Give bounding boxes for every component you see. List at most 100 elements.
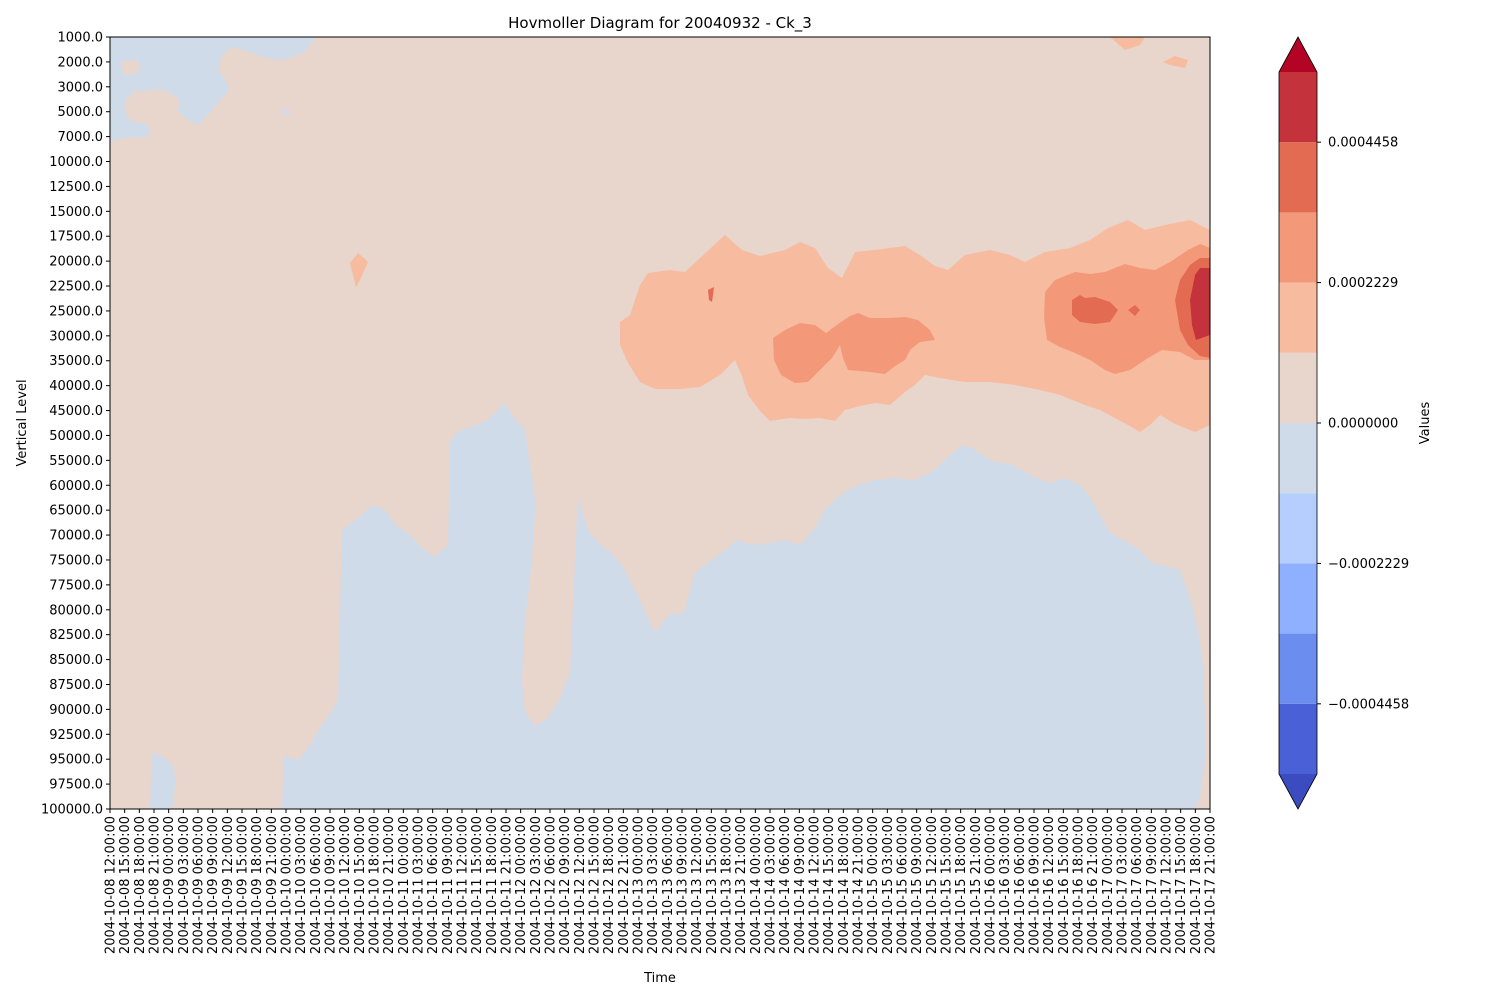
y-tick-label: 75000.0	[49, 553, 103, 568]
x-tick-label: 2004-10-15 03:00:00	[881, 816, 896, 954]
colorbar-level-swatch	[1279, 563, 1317, 634]
y-tick-label: 40000.0	[49, 379, 103, 394]
x-tick-label: 2004-10-17 03:00:00	[1116, 816, 1131, 954]
y-tick-label: 70000.0	[49, 529, 103, 544]
y-tick-label: 97500.0	[49, 778, 103, 793]
x-tick-label: 2004-10-09 21:00:00	[265, 816, 280, 954]
y-tick-label: 45000.0	[49, 404, 103, 419]
x-tick-label: 2004-10-14 09:00:00	[793, 816, 808, 954]
x-tick-label: 2004-10-14 12:00:00	[808, 816, 823, 954]
x-tick-label: 2004-10-10 21:00:00	[382, 816, 397, 954]
contour-positive-in-negative-thin	[208, 670, 215, 735]
chart-title: Hovmoller Diagram for 20040932 - Ck_3	[508, 14, 812, 33]
x-tick-label: 2004-10-09 15:00:00	[236, 816, 251, 954]
x-tick-label: 2004-10-15 12:00:00	[925, 816, 940, 954]
colorbar-level-swatch	[1279, 352, 1317, 423]
contour-positive-band-4	[1190, 268, 1210, 340]
y-tick-label: 90000.0	[49, 703, 103, 718]
colorbar-level-swatch	[1279, 212, 1317, 283]
x-tick-label: 2004-10-10 09:00:00	[324, 816, 339, 954]
y-axis: 1000.0 2000.0 3000.0 5000.0 7000.0 10000.0 125…	[41, 31, 110, 818]
x-tick-label: 2004-10-10 00:00:00	[280, 816, 295, 954]
contour-negative-speck	[280, 108, 290, 116]
plot-area	[110, 37, 1210, 809]
plot-frame	[109, 36, 1211, 810]
x-tick-label: 2004-10-12 00:00:00	[514, 816, 529, 954]
x-tick-label: 2004-10-14 21:00:00	[852, 816, 867, 954]
y-tick-label: 95000.0	[49, 753, 103, 768]
x-tick-label: 2004-10-15 06:00:00	[896, 816, 911, 954]
x-tick-label: 2004-10-09 12:00:00	[221, 816, 236, 954]
x-tick-label: 2004-10-09 09:00:00	[206, 816, 221, 954]
y-tick-label: 15000.0	[49, 205, 103, 220]
x-tick-label: 2004-10-11 12:00:00	[456, 816, 471, 954]
colorbar-level-swatch	[1279, 703, 1317, 774]
x-tick-label: 2004-10-09 03:00:00	[177, 816, 192, 954]
y-tick-label: 50000.0	[49, 429, 103, 444]
x-tick-label: 2004-10-11 15:00:00	[470, 816, 485, 954]
y-tick-label: 22500.0	[49, 280, 103, 295]
x-tick-label: 2004-10-15 18:00:00	[954, 816, 969, 954]
x-tick-label: 2004-10-13 18:00:00	[720, 816, 735, 954]
x-tick-label: 2004-10-16 00:00:00	[984, 816, 999, 954]
y-tick-label: 17500.0	[49, 230, 103, 245]
x-tick-label: 2004-10-11 18:00:00	[485, 816, 500, 954]
x-tick-label: 2004-10-11 09:00:00	[441, 816, 456, 954]
y-tick-label: 100000.0	[41, 803, 103, 818]
y-tick-label: 35000.0	[49, 354, 103, 369]
colorbar-tick-label: 0.0004458	[1328, 136, 1398, 151]
colorbar-level-swatch	[1279, 72, 1317, 143]
x-tick-label: 2004-10-17 21:00:00	[1204, 816, 1219, 954]
y-tick-label: 85000.0	[49, 653, 103, 668]
x-tick-label: 2004-10-16 09:00:00	[1028, 816, 1043, 954]
x-tick-label: 2004-10-16 03:00:00	[998, 816, 1013, 954]
y-tick-label: 60000.0	[49, 479, 103, 494]
x-tick-label: 2004-10-16 21:00:00	[1086, 816, 1101, 954]
y-axis-label: Vertical Level	[15, 379, 30, 466]
x-tick-label: 2004-10-11 06:00:00	[426, 816, 441, 954]
colorbar-tick-label: −0.0002229	[1328, 557, 1409, 572]
colorbar-level-swatch	[1279, 633, 1317, 704]
x-tick-label: 2004-10-13 15:00:00	[705, 816, 720, 954]
x-tick-label: 2004-10-12 03:00:00	[529, 816, 544, 954]
x-tick-label: 2004-10-14 15:00:00	[822, 816, 837, 954]
colorbar-level-swatch	[1279, 493, 1317, 564]
x-tick-label: 2004-10-17 00:00:00	[1101, 816, 1116, 954]
x-tick-label: 2004-10-11 00:00:00	[397, 816, 412, 954]
x-tick-label: 2004-10-10 12:00:00	[338, 816, 353, 954]
x-tick-label: 2004-10-10 03:00:00	[294, 816, 309, 954]
x-tick-label: 2004-10-13 03:00:00	[646, 816, 661, 954]
contour-positive-band-3	[708, 258, 1210, 358]
y-tick-label: 7000.0	[58, 130, 104, 145]
x-tick-label: 2004-10-12 12:00:00	[573, 816, 588, 954]
x-tick-label: 2004-10-13 00:00:00	[632, 816, 647, 954]
x-tick-label: 2004-10-10 18:00:00	[368, 816, 383, 954]
colorbar-level-swatch	[1279, 282, 1317, 353]
y-tick-label: 87500.0	[49, 678, 103, 693]
x-tick-label: 2004-10-12 15:00:00	[588, 816, 603, 954]
contour-negative-dot	[120, 60, 140, 76]
x-tick-label: 2004-10-08 15:00:00	[118, 816, 133, 954]
colorbar-tick-label: −0.0004458	[1328, 697, 1409, 712]
x-tick-label: 2004-10-16 18:00:00	[1072, 816, 1087, 954]
y-tick-label: 25000.0	[49, 304, 103, 319]
x-tick-label: 2004-10-12 06:00:00	[544, 816, 559, 954]
y-tick-label: 1000.0	[58, 31, 104, 46]
y-tick-label: 92500.0	[49, 728, 103, 743]
colorbar-level-swatch	[1279, 423, 1317, 494]
x-tick-label: 2004-10-15 21:00:00	[969, 816, 984, 954]
y-tick-label: 82500.0	[49, 628, 103, 643]
x-tick-label: 2004-10-09 06:00:00	[192, 816, 207, 954]
x-tick-label: 2004-10-12 18:00:00	[602, 816, 617, 954]
y-tick-label: 5000.0	[58, 105, 104, 120]
y-tick-label: 3000.0	[58, 80, 104, 95]
x-tick-label: 2004-10-10 15:00:00	[353, 816, 368, 954]
contour-positive-band-1-isolated	[350, 253, 368, 287]
x-tick-label: 2004-10-14 00:00:00	[749, 816, 764, 954]
colorbar-outline	[1278, 36, 1318, 810]
x-tick-label: 2004-10-14 18:00:00	[837, 816, 852, 954]
x-tick-label: 2004-10-11 03:00:00	[412, 816, 427, 954]
x-tick-label: 2004-10-17 09:00:00	[1145, 816, 1160, 954]
colorbar-tick-label: 0.0000000	[1328, 417, 1398, 432]
